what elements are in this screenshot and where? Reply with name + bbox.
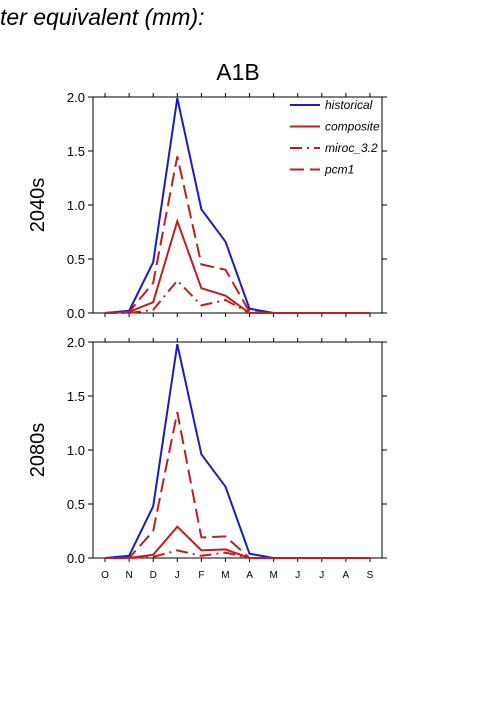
y-tick-label: 1.5 xyxy=(67,144,85,159)
y-tick-label: 2.0 xyxy=(67,335,85,350)
legend-label-miroc-3-2: miroc_3.2 xyxy=(325,141,378,155)
y-tick-label: 1.5 xyxy=(67,389,85,404)
month-label: J xyxy=(175,570,180,581)
y-tick-label: 0.0 xyxy=(67,306,85,321)
series-line-composite xyxy=(105,525,370,559)
row-label-2080s: 2080s xyxy=(27,423,49,478)
series-line-pcm1 xyxy=(105,412,370,559)
y-tick-label: 0.5 xyxy=(67,497,85,512)
legend-label-composite: composite xyxy=(325,120,380,134)
panel-2040s: 0.0 0.5 1.0 1.5 2.0 xyxy=(67,90,387,321)
month-label: M xyxy=(221,570,229,581)
series-line-pcm1 xyxy=(104,156,370,314)
month-label: J xyxy=(295,570,300,581)
month-label: N xyxy=(126,570,133,581)
series-line-miroc-3-2 xyxy=(105,279,370,314)
y-tick-label: 0.0 xyxy=(67,551,85,566)
row-label-2040s: 2040s xyxy=(27,178,49,233)
chart-title: A1B xyxy=(216,59,259,85)
series-line-historical xyxy=(104,343,370,559)
legend-label-pcm1: pcm1 xyxy=(324,163,354,177)
legend: historical composite miroc_3.2 pcm1 xyxy=(290,98,380,177)
y-tick-label: 1.0 xyxy=(67,198,85,213)
month-label: J xyxy=(319,570,324,581)
month-label: A xyxy=(343,570,350,581)
y-tick-label: 0.5 xyxy=(67,252,85,267)
y-tick-label: 2.0 xyxy=(67,90,85,105)
month-label: D xyxy=(150,570,157,581)
month-label: F xyxy=(198,570,204,581)
month-label: A xyxy=(246,570,253,581)
y-tick-label: 1.0 xyxy=(67,443,85,458)
month-label: S xyxy=(367,570,374,581)
panel-2080s: 0.0 0.5 1.0 1.5 2.0 xyxy=(67,335,387,566)
legend-label-historical: historical xyxy=(325,98,373,112)
month-label: M xyxy=(269,570,277,581)
series-line-composite xyxy=(104,217,370,314)
month-label: O xyxy=(101,570,109,581)
header-title-fragment: ter equivalent (mm): xyxy=(0,4,205,30)
plot-frame xyxy=(92,341,383,559)
